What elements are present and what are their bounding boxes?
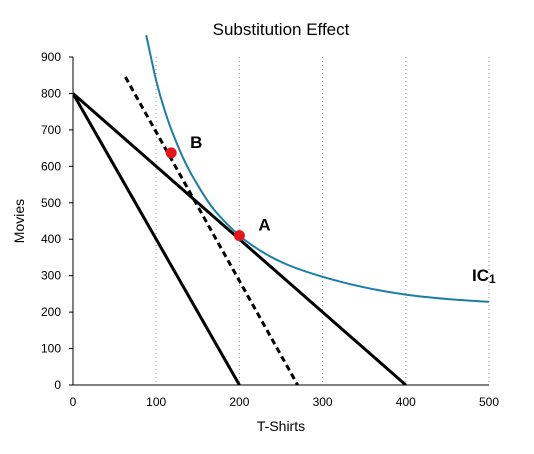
- indifference-curve-label-name: IC: [472, 266, 489, 285]
- budget-line: [73, 92, 241, 385]
- x-tick-label: 400: [396, 395, 416, 409]
- point-label-a: A: [258, 216, 270, 235]
- y-tick-label: 300: [41, 269, 61, 283]
- indifference-curve-layer: [145, 35, 489, 303]
- point-a: [233, 230, 245, 242]
- indifference-curve: [145, 35, 489, 303]
- x-tick-label: 200: [229, 395, 249, 409]
- y-tick-label: 100: [41, 342, 61, 356]
- y-tick-label: 600: [41, 159, 61, 173]
- indifference-curve-label-subscript: 1: [489, 272, 496, 286]
- x-tick-label: 100: [146, 395, 166, 409]
- y-tick-layer: 0 100 200 300 400 500 600 700 800 900: [41, 50, 73, 392]
- x-axis-label: T-Shirts: [257, 418, 305, 434]
- y-tick-label: 900: [41, 50, 61, 64]
- y-axis-label: Movies: [11, 199, 27, 243]
- y-tick-label: 500: [41, 196, 61, 210]
- y-tick-label: 700: [41, 123, 61, 137]
- point-label-b: B: [190, 133, 202, 152]
- point-layer: AB: [165, 133, 271, 242]
- chart-title: Substitution Effect: [213, 20, 350, 39]
- x-tick-label: 0: [70, 395, 77, 409]
- grid-layer: [155, 57, 490, 385]
- compensated-budget-line: [124, 76, 299, 385]
- point-b: [165, 147, 177, 159]
- y-tick-label: 400: [41, 232, 61, 246]
- x-tick-label: 500: [479, 395, 499, 409]
- y-tick-label: 800: [41, 86, 61, 100]
- x-tick-label: 300: [313, 395, 333, 409]
- x-tick-layer: 0 100 200 300 400 500: [70, 395, 500, 409]
- y-tick-label: 0: [54, 378, 61, 392]
- y-tick-label: 200: [41, 305, 61, 319]
- indifference-curve-label: IC1: [472, 266, 496, 286]
